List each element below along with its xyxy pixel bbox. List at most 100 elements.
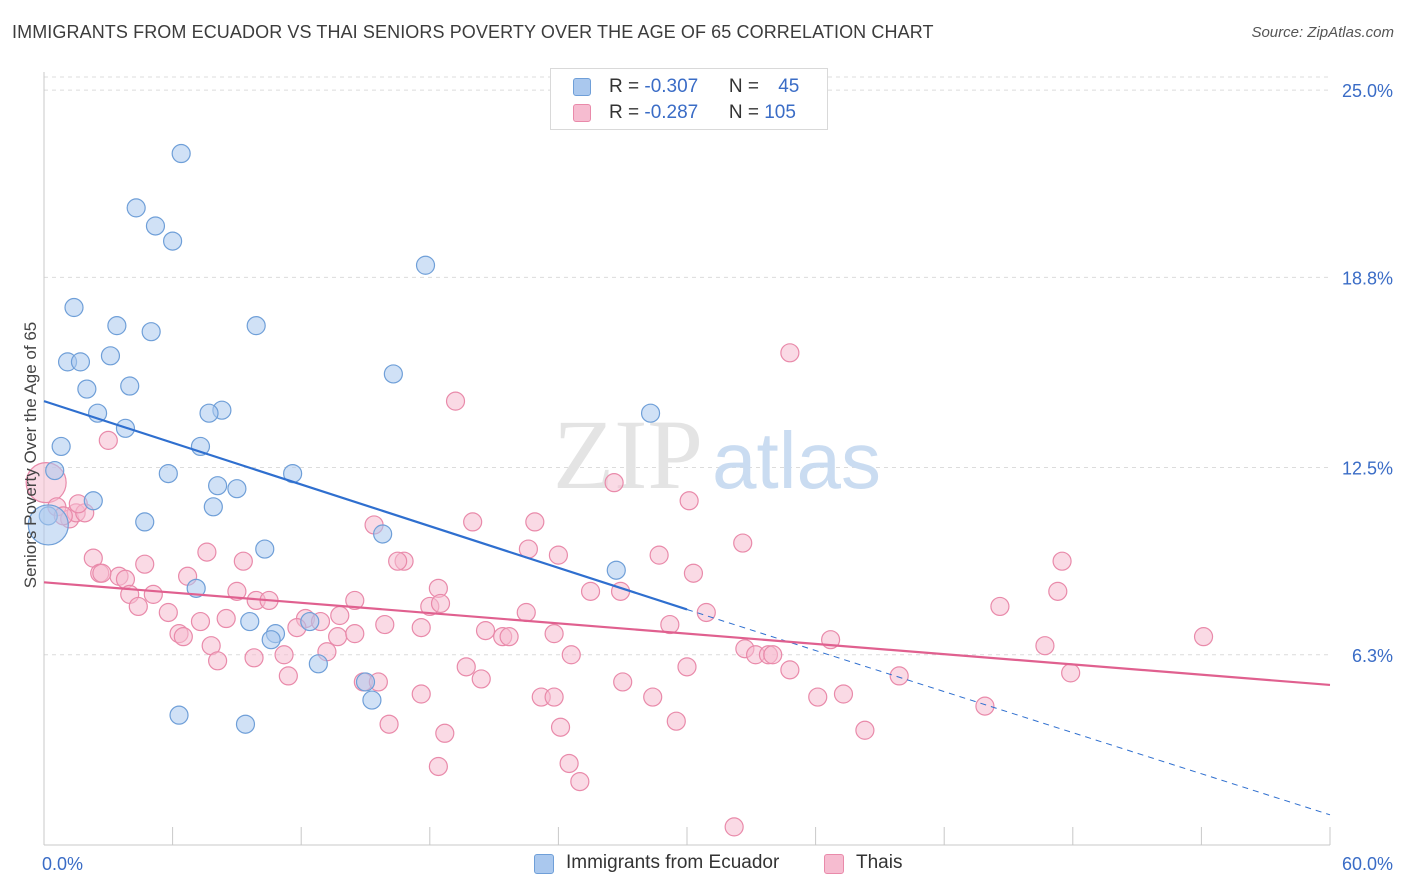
thais-point xyxy=(660,614,680,635)
thais-point xyxy=(173,627,193,647)
thais-point xyxy=(456,657,476,677)
series-label-thais: Thais xyxy=(856,852,903,873)
x-tick-label: 60.0% xyxy=(1342,854,1393,874)
thais-point xyxy=(411,617,431,638)
thais-point xyxy=(227,581,247,601)
thais-point xyxy=(525,512,545,532)
thais-point xyxy=(516,602,536,623)
thais-point xyxy=(677,657,697,677)
ecuador-points xyxy=(27,143,661,734)
ecuador-point xyxy=(169,705,189,725)
thais-point xyxy=(233,551,253,571)
y-tick-label: 25.0% xyxy=(1342,81,1393,101)
ecuador-point xyxy=(83,491,103,511)
thais-point xyxy=(328,627,348,647)
thais-point xyxy=(643,687,663,707)
ecuador-point xyxy=(27,504,69,546)
legend-n-value: 45 xyxy=(778,76,800,97)
watermark: ZIP atlas xyxy=(553,399,881,510)
chart-title: IMMIGRANTS FROM ECUADOR VS THAI SENIORS … xyxy=(12,22,934,42)
ecuador-point xyxy=(203,497,223,517)
thais-point xyxy=(208,651,228,671)
ecuador-point xyxy=(70,352,91,372)
thais-point xyxy=(855,720,875,740)
ecuador-point xyxy=(163,231,183,251)
thais-point xyxy=(216,608,236,629)
thais-point xyxy=(92,563,112,583)
thais-point xyxy=(471,669,491,689)
thais-point xyxy=(375,614,395,635)
thais-point xyxy=(158,602,178,623)
thais-point xyxy=(544,687,564,707)
ecuador-point xyxy=(45,460,65,481)
ecuador-trend-extension xyxy=(686,609,1331,816)
thais-point xyxy=(550,717,571,737)
y-tick-label: 6.3% xyxy=(1352,646,1393,666)
y-axis-label: Seniors Poverty Over the Age of 65 xyxy=(21,322,40,588)
ecuador-point xyxy=(246,316,266,336)
legend-n-value: 105 xyxy=(764,102,796,123)
thais-point xyxy=(190,611,211,632)
ecuador-point xyxy=(135,512,155,532)
thais-point xyxy=(1035,636,1055,656)
source-credit: Source: ZipAtlas.com xyxy=(1251,24,1394,41)
thais-point xyxy=(445,391,466,411)
legend-n-label: N = xyxy=(728,102,765,123)
thais-point xyxy=(274,645,294,665)
thais-point xyxy=(463,512,483,532)
ecuador-point xyxy=(261,630,281,650)
ecuador-point xyxy=(640,403,661,423)
thais-point xyxy=(244,648,264,668)
ecuador-point xyxy=(141,322,161,342)
thais-point xyxy=(1048,581,1068,601)
thais-point xyxy=(428,756,448,777)
thais-point xyxy=(570,771,590,792)
x-tick-label: 0.0% xyxy=(42,854,83,874)
ecuador-point xyxy=(145,216,166,236)
thais-point xyxy=(143,584,163,604)
ecuador-point xyxy=(300,611,320,632)
legend-swatch-pink-icon xyxy=(573,104,591,122)
ecuador-point xyxy=(383,364,403,384)
thais-point xyxy=(808,687,828,707)
ecuador-point xyxy=(51,436,71,457)
thais-point xyxy=(379,714,399,734)
thais-point xyxy=(724,817,744,837)
y-tick-label: 18.8% xyxy=(1342,268,1393,288)
thais-point xyxy=(679,491,699,511)
ecuador-point xyxy=(100,346,121,366)
thais-point xyxy=(666,711,686,731)
thais-point xyxy=(733,533,753,553)
ecuador-point xyxy=(171,143,191,164)
watermark-zip: ZIP xyxy=(553,399,703,510)
thais-point xyxy=(435,723,455,743)
series-swatch-blue-icon xyxy=(534,854,554,874)
thais-trend-line xyxy=(43,581,1331,687)
thais-point xyxy=(604,473,624,493)
thais-point xyxy=(499,627,519,647)
ecuador-point xyxy=(240,611,260,632)
thais-point xyxy=(475,621,496,641)
trend-lines xyxy=(43,400,1331,816)
thais-point xyxy=(833,684,854,704)
thais-point xyxy=(990,596,1010,617)
thais-point xyxy=(430,593,451,614)
legend-r-value: -0.307 xyxy=(644,76,699,97)
legend-n-label: N = xyxy=(728,76,765,97)
thais-point xyxy=(975,696,995,716)
thais-point xyxy=(559,753,579,774)
thais-point xyxy=(580,581,601,601)
thais-point xyxy=(411,684,431,704)
thais-point xyxy=(388,551,408,571)
thais-point xyxy=(1052,551,1072,571)
thais-point xyxy=(544,624,564,644)
correlation-legend: R = -0.307 N = 45 R = -0.287 N = 105 xyxy=(550,68,828,130)
legend-r-label: R = xyxy=(609,76,645,97)
ecuador-point xyxy=(120,376,140,396)
thais-point xyxy=(98,430,118,450)
thais-point xyxy=(763,645,783,665)
thais-point xyxy=(649,545,669,565)
thais-point xyxy=(278,666,298,686)
legend-swatch-blue-icon xyxy=(573,78,591,96)
